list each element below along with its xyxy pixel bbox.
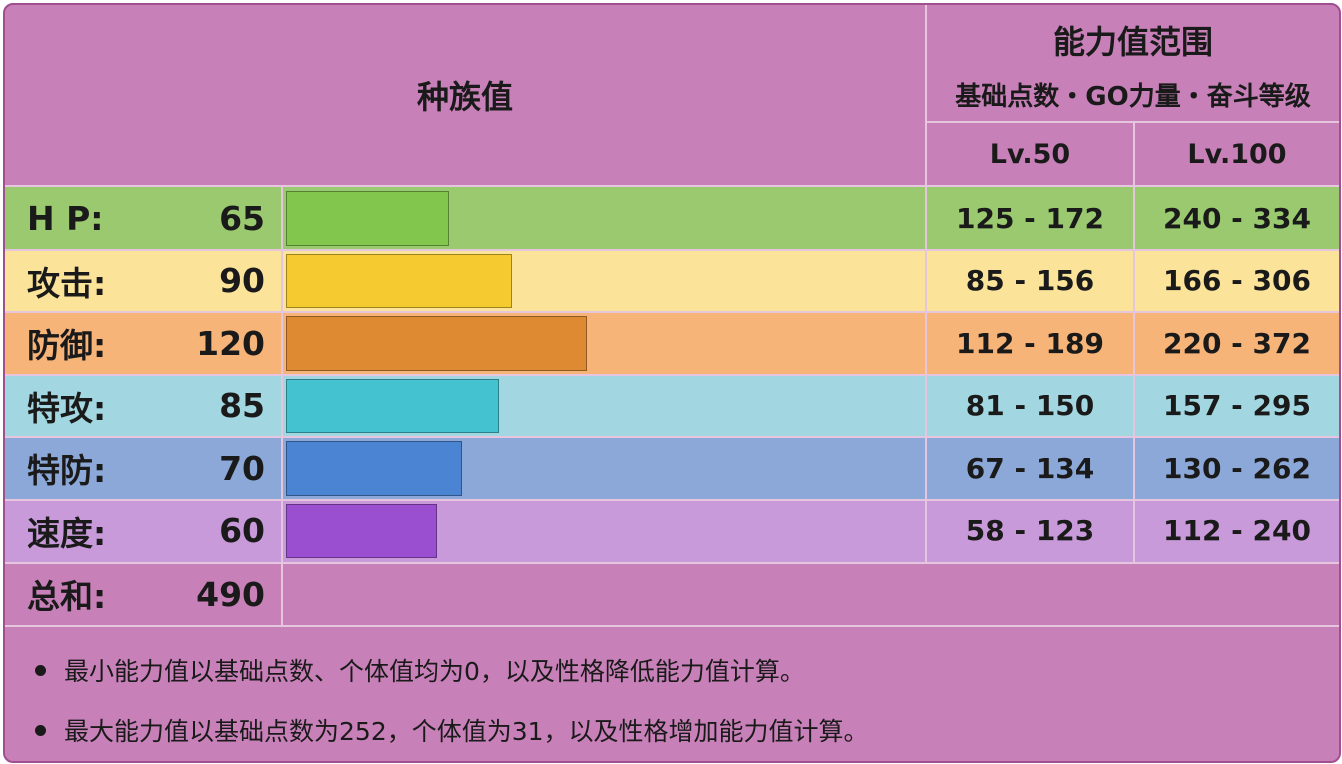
row-divider bbox=[5, 498, 1339, 501]
stat-value: 85 bbox=[219, 386, 265, 426]
stats-panel: 种族值 能力值范围 基础点数・GO力量・奋斗等级 Lv.50 Lv.100 H … bbox=[3, 3, 1341, 763]
stat-row: H P: 65 125 - 172 240 - 334 bbox=[5, 187, 1339, 250]
base-stats-title: 种族值 bbox=[416, 78, 513, 116]
lv50-range: 125 - 172 bbox=[955, 201, 1104, 235]
stat-row: 防御: 120 112 - 189 220 - 372 bbox=[5, 312, 1339, 375]
lv100-range: 157 - 295 bbox=[1162, 389, 1311, 423]
stat-label: 攻击: bbox=[27, 263, 107, 303]
lv50-range: 67 - 134 bbox=[965, 451, 1095, 485]
note-min: 最小能力值以基础点数、个体值均为0，以及性格降低能力值计算。 bbox=[35, 645, 805, 695]
stat-bar bbox=[286, 378, 499, 433]
stat-label: H P: bbox=[27, 198, 104, 238]
lv50-range: 85 - 156 bbox=[965, 264, 1095, 298]
lv100-range: 166 - 306 bbox=[1162, 264, 1311, 298]
stat-label: 防御: bbox=[27, 326, 107, 366]
stat-value: 70 bbox=[219, 448, 265, 488]
row-divider bbox=[5, 373, 1339, 376]
lv50-range: 81 - 150 bbox=[965, 389, 1095, 423]
stat-row: 特攻: 85 81 - 150 157 - 295 bbox=[5, 374, 1339, 437]
level-100-header: Lv.100 bbox=[1187, 138, 1287, 170]
stat-value: 90 bbox=[219, 261, 265, 301]
note-min-text: 最小能力值以基础点数、个体值均为0，以及性格降低能力值计算。 bbox=[64, 657, 805, 686]
note-max: 最大能力值以基础点数为252，个体值为31，以及性格增加能力值计算。 bbox=[35, 705, 869, 755]
stat-bar bbox=[286, 191, 449, 246]
range-subheader-divider bbox=[925, 121, 1339, 123]
stat-label: 特防: bbox=[27, 451, 107, 491]
header-bottom-divider bbox=[5, 185, 1339, 187]
note-max-text: 最大能力值以基础点数为252，个体值为31，以及性格增加能力值计算。 bbox=[64, 717, 869, 746]
stat-row: 攻击: 90 85 - 156 166 - 306 bbox=[5, 249, 1339, 312]
stat-label: 速度: bbox=[27, 513, 107, 553]
stat-range-title: 能力值范围 bbox=[1052, 23, 1213, 61]
lv100-range: 220 - 372 bbox=[1162, 326, 1311, 360]
total-label: 总和: bbox=[27, 577, 107, 616]
lv100-range: 112 - 240 bbox=[1162, 514, 1311, 548]
row-divider bbox=[5, 311, 1339, 313]
stat-value: 60 bbox=[219, 511, 265, 551]
total-row: 总和: 490 bbox=[5, 563, 1339, 625]
stat-row: 特防: 70 67 - 134 130 - 262 bbox=[5, 437, 1339, 500]
stat-label: 特攻: bbox=[27, 388, 107, 428]
level-50-header: Lv.50 bbox=[989, 138, 1071, 170]
bullet-icon bbox=[35, 724, 46, 736]
bullet-icon bbox=[35, 664, 46, 676]
total-top-divider bbox=[5, 562, 1339, 564]
lv50-range: 58 - 123 bbox=[965, 514, 1095, 548]
stat-row: 速度: 60 58 - 123 112 - 240 bbox=[5, 499, 1339, 562]
stat-bar bbox=[286, 441, 462, 496]
stat-value: 120 bbox=[196, 323, 265, 363]
level-divider bbox=[1133, 123, 1135, 563]
header-divider bbox=[925, 5, 927, 563]
stat-range-subtitle: 基础点数・GO力量・奋斗等级 bbox=[955, 81, 1311, 112]
label-bar-divider bbox=[281, 187, 283, 625]
lv50-range: 112 - 189 bbox=[955, 326, 1104, 360]
stat-bar bbox=[286, 316, 587, 371]
total-value: 490 bbox=[196, 574, 265, 614]
stat-value: 65 bbox=[219, 198, 265, 238]
lv100-range: 130 - 262 bbox=[1162, 451, 1311, 485]
stat-bar bbox=[286, 253, 512, 308]
row-divider bbox=[5, 436, 1339, 438]
stat-bar bbox=[286, 503, 437, 558]
notes-top-divider bbox=[5, 625, 1339, 627]
lv100-range: 240 - 334 bbox=[1162, 201, 1311, 235]
row-divider bbox=[5, 248, 1339, 251]
